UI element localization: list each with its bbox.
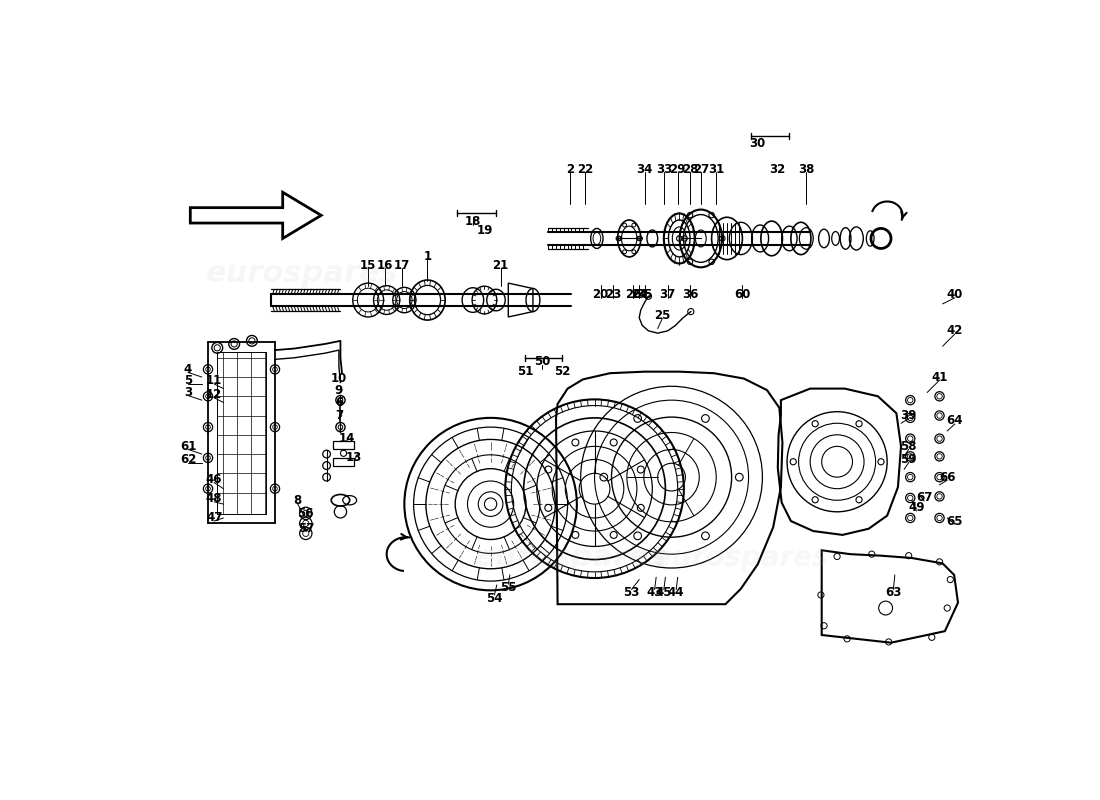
Text: 17: 17: [394, 259, 410, 272]
Text: 34: 34: [637, 162, 652, 176]
Text: 66: 66: [939, 470, 956, 484]
Text: 65: 65: [947, 514, 964, 527]
Text: 35: 35: [637, 288, 652, 301]
Text: 7: 7: [334, 409, 343, 422]
Text: 52: 52: [554, 365, 571, 378]
Text: 54: 54: [486, 591, 503, 605]
Text: 57: 57: [298, 522, 314, 535]
Text: 25: 25: [654, 309, 671, 322]
Text: 20: 20: [593, 288, 608, 301]
Text: 44: 44: [668, 586, 684, 599]
Text: 49: 49: [909, 502, 925, 514]
Text: 53: 53: [624, 586, 640, 599]
Text: 58: 58: [901, 440, 917, 453]
Text: eurospares: eurospares: [653, 544, 828, 572]
Text: 12: 12: [206, 388, 222, 402]
Text: 1: 1: [424, 250, 431, 262]
Text: 48: 48: [206, 492, 222, 506]
Text: 21: 21: [493, 259, 508, 272]
Text: 14: 14: [339, 432, 355, 445]
Text: 10: 10: [331, 372, 346, 385]
Polygon shape: [190, 192, 321, 238]
Text: 37: 37: [660, 288, 675, 301]
Text: 13: 13: [346, 451, 362, 464]
Text: 27: 27: [693, 162, 708, 176]
Text: 23: 23: [605, 288, 621, 301]
Text: 55: 55: [500, 581, 517, 594]
Text: 29: 29: [670, 162, 686, 176]
Text: 30: 30: [750, 138, 766, 150]
Text: 38: 38: [799, 162, 814, 176]
Text: 61: 61: [179, 440, 196, 453]
Text: 22: 22: [578, 162, 593, 176]
Text: 8: 8: [294, 494, 301, 506]
Text: 5: 5: [184, 374, 192, 387]
Text: 24: 24: [631, 288, 648, 301]
Text: 28: 28: [682, 162, 698, 176]
Text: 59: 59: [901, 453, 917, 466]
Text: eurospares: eurospares: [206, 258, 398, 288]
Text: 26: 26: [625, 288, 641, 301]
Text: 18: 18: [464, 215, 481, 228]
Text: 62: 62: [179, 453, 196, 466]
Text: 3: 3: [184, 386, 192, 399]
Text: 41: 41: [932, 370, 948, 383]
Text: 16: 16: [377, 259, 394, 272]
Text: 42: 42: [947, 324, 964, 338]
Text: 11: 11: [206, 374, 222, 387]
Text: eurospares: eurospares: [475, 543, 668, 573]
Text: 47: 47: [206, 511, 222, 525]
Text: 50: 50: [534, 355, 550, 368]
Text: 67: 67: [916, 491, 933, 505]
Text: 4: 4: [184, 363, 192, 376]
Text: 32: 32: [770, 162, 785, 176]
Text: 43: 43: [647, 586, 663, 599]
Text: 45: 45: [656, 586, 672, 599]
Text: 39: 39: [901, 409, 917, 422]
Text: 64: 64: [947, 414, 964, 427]
Text: 6: 6: [334, 396, 343, 409]
Polygon shape: [822, 550, 958, 642]
Text: 2: 2: [565, 162, 574, 176]
Text: 56: 56: [297, 507, 315, 520]
Text: 63: 63: [886, 586, 902, 599]
Text: 40: 40: [947, 288, 964, 301]
Text: 46: 46: [206, 473, 222, 486]
Text: 33: 33: [656, 162, 672, 176]
Text: 36: 36: [682, 288, 698, 301]
Text: 9: 9: [334, 384, 343, 397]
Text: 51: 51: [517, 365, 534, 378]
Text: 15: 15: [360, 259, 376, 272]
Text: 19: 19: [477, 224, 494, 238]
Text: 31: 31: [708, 162, 724, 176]
Text: 60: 60: [734, 288, 750, 301]
